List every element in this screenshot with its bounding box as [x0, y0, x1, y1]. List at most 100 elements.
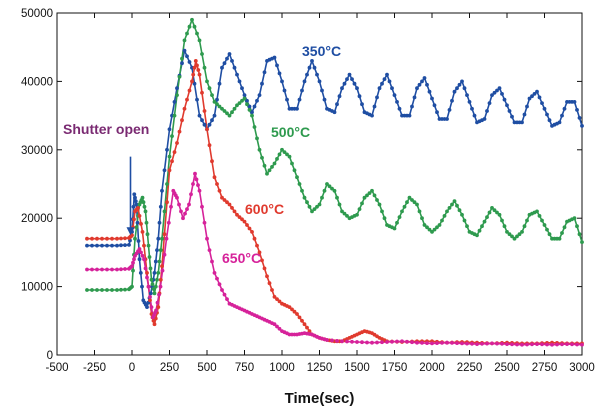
series-point-2	[242, 219, 247, 224]
series-point-2	[227, 202, 232, 207]
series-point-2	[292, 309, 297, 314]
series-point-3	[355, 340, 359, 344]
series-point-3	[187, 202, 191, 207]
series-label-650: 650°C	[222, 250, 261, 266]
series-point-2	[90, 236, 94, 241]
series-point-0	[492, 90, 497, 95]
series-point-0	[420, 79, 424, 84]
series-point-0	[407, 113, 412, 118]
series-point-1	[512, 236, 517, 241]
series-point-0	[385, 72, 389, 77]
series-point-3	[450, 341, 454, 345]
series-point-0	[340, 86, 344, 91]
series-point-1	[297, 182, 302, 186]
series-point-3	[520, 342, 524, 347]
series-point-0	[202, 122, 207, 127]
series-point-0	[119, 243, 123, 248]
series-point-2	[307, 329, 312, 333]
series-point-3	[405, 339, 409, 344]
series-point-1	[327, 184, 332, 189]
series-point-3	[365, 340, 369, 345]
series-point-1	[150, 282, 155, 287]
series-point-1	[410, 198, 414, 202]
series-point-1	[382, 216, 387, 221]
series-point-0	[133, 199, 138, 204]
series-point-2	[297, 315, 302, 320]
series-point-0	[335, 102, 339, 107]
series-point-2	[175, 141, 179, 145]
series-point-0	[490, 93, 494, 97]
series-point-0	[522, 112, 527, 117]
series-point-1	[215, 102, 219, 107]
series-point-0	[355, 86, 359, 91]
series-point-2	[137, 214, 142, 218]
series-point-2	[302, 322, 307, 327]
series-point-0	[372, 104, 377, 109]
series-point-1	[247, 108, 252, 112]
series-point-0	[172, 100, 177, 104]
series-point-0	[457, 82, 462, 87]
series-point-3	[207, 248, 212, 253]
y-tick-label: 0	[47, 350, 53, 362]
series-point-3	[160, 268, 165, 273]
series-point-0	[397, 106, 402, 111]
series-point-0	[162, 168, 167, 173]
x-tick-label: 0	[129, 362, 135, 374]
series-point-1	[407, 195, 412, 200]
series-point-1	[180, 56, 184, 61]
series-point-3	[360, 340, 364, 345]
series-point-3	[470, 341, 474, 346]
series-point-3	[510, 342, 514, 347]
series-point-1	[517, 232, 522, 237]
series-point-3	[385, 340, 389, 344]
series-point-1	[227, 113, 232, 118]
series-point-0	[277, 71, 282, 76]
x-tick-label: 2750	[532, 362, 558, 374]
series-point-1	[307, 204, 312, 209]
series-point-1	[190, 17, 194, 22]
series-point-1	[372, 193, 377, 198]
series-point-0	[427, 89, 432, 94]
series-point-0	[100, 243, 104, 248]
series-point-1	[145, 232, 150, 237]
series-point-0	[123, 243, 127, 248]
series-point-3	[222, 292, 227, 297]
series-point-2	[139, 222, 143, 226]
series-point-1	[148, 266, 153, 271]
series-point-0	[460, 79, 464, 84]
series-point-1	[202, 65, 207, 70]
series-point-2	[191, 72, 196, 77]
series-point-0	[131, 204, 136, 209]
series-point-1	[95, 288, 99, 292]
series-point-1	[440, 218, 444, 223]
series-point-2	[100, 236, 104, 241]
series-point-0	[495, 88, 499, 93]
series-point-2	[222, 198, 227, 202]
series-point-0	[560, 113, 564, 118]
series-point-1	[177, 74, 182, 79]
series-point-1	[417, 209, 422, 214]
series-point-0	[307, 65, 312, 70]
series-point-2	[187, 88, 192, 93]
series-point-2	[95, 236, 99, 241]
series-point-1	[547, 232, 552, 237]
series-point-3	[142, 257, 146, 262]
series-point-3	[95, 267, 99, 272]
series-point-0	[192, 81, 197, 86]
series-point-1	[447, 206, 452, 210]
series-point-0	[140, 284, 144, 289]
series-point-2	[270, 288, 274, 292]
annotations	[126, 156, 135, 236]
series-point-3	[130, 264, 134, 268]
series-point-1	[312, 207, 317, 212]
series-point-1	[520, 230, 524, 234]
series-point-1	[317, 202, 322, 207]
series-point-3	[275, 324, 279, 329]
series-point-3	[197, 188, 202, 193]
series-point-1	[427, 227, 432, 232]
series-point-1	[282, 150, 287, 155]
series-point-0	[230, 59, 234, 63]
series-point-2	[170, 159, 174, 164]
series-point-0	[455, 86, 459, 91]
series-point-3	[540, 342, 544, 347]
